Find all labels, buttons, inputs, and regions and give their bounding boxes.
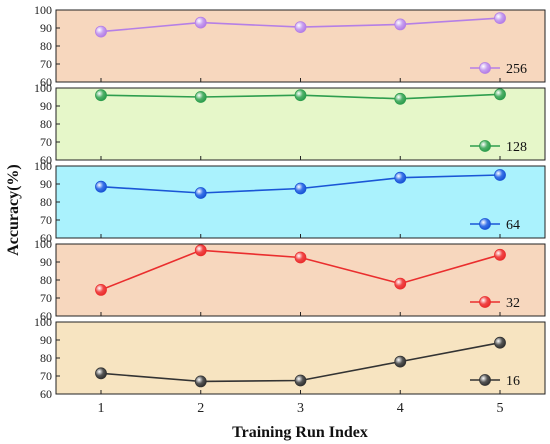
legend-128: 128 [470,140,527,155]
data-point-64 [494,169,506,181]
x-tick-label: 5 [497,401,504,416]
y-tick-label: 90 [40,21,52,35]
data-point-256 [394,18,407,31]
y-tick-label: 100 [34,3,52,17]
y-tick-label: 100 [34,81,52,95]
legend-32: 32 [470,296,520,311]
data-point-128 [194,91,207,103]
data-point-16 [394,355,407,368]
data-point-32 [194,244,207,257]
y-tick-label: 70 [40,369,52,383]
y-tick-label: 80 [40,117,52,131]
legend-label: 16 [506,374,520,389]
data-point-64 [95,180,107,193]
y-tick-label: 100 [34,237,52,251]
legend-16: 16 [470,374,520,389]
data-point-128 [95,89,107,102]
panel-32: 60 70 80 90 100 32 [34,237,546,323]
legend-marker [479,140,491,152]
y-tick-label: 70 [40,291,52,305]
legend-marker [479,374,491,386]
y-tick-label: 90 [40,177,52,191]
y-tick-label: 80 [40,39,52,53]
data-point-256 [95,25,107,38]
panel-background-256 [55,9,546,83]
data-point-128 [394,92,407,105]
y-tick-label: 70 [40,213,52,227]
legend-marker [479,296,491,308]
data-point-16 [494,336,506,349]
panels: 6070809010025660708090100128607080901006… [34,3,546,416]
data-point-16 [95,367,107,380]
y-tick-label: 90 [40,99,52,113]
y-tick-label: 100 [34,159,52,173]
data-point-32 [294,251,307,264]
legend-marker [479,218,491,230]
data-point-32 [394,277,407,290]
legend-label: 256 [506,62,527,77]
y-tick-label: 70 [40,57,52,71]
data-point-64 [294,182,307,195]
panel-16: 60 70 80 90 100 16 [34,315,546,401]
y-tick-label: 80 [40,273,52,287]
legend-64: 64 [470,218,520,233]
y-tick-label: 90 [40,255,52,269]
legend-label: 64 [506,218,520,233]
panel-background-64 [55,165,546,239]
x-tick-label: 3 [297,401,304,416]
y-tick-label: 90 [40,333,52,347]
x-tick-label: 2 [197,401,204,416]
legend-256: 256 [470,62,527,77]
y-tick-label: 60 [40,387,52,401]
x-tick-label: 1 [98,401,105,416]
y-tick-label: 60 [40,309,52,323]
y-tick-label: 60 [40,153,52,167]
legend-label: 128 [506,140,527,155]
y-tick-label: 60 [40,75,52,89]
panel-64: 60 70 80 90 100 64 [34,159,546,245]
y-tick-label: 80 [40,351,52,365]
data-point-256 [294,21,307,34]
data-point-32 [494,248,506,261]
data-point-64 [394,171,407,184]
data-point-256 [194,16,207,29]
panel-256: 60 70 80 90 100 256 [34,3,546,89]
legend-marker [479,62,491,74]
legend-label: 32 [506,296,520,311]
x-tick-label: 4 [397,401,404,416]
data-point-128 [294,89,307,102]
data-point-256 [494,12,506,25]
y-tick-label: 70 [40,135,52,149]
y-axis-title: Accuracy(%) [5,164,22,256]
data-point-64 [194,187,207,199]
data-point-16 [194,375,207,388]
data-point-32 [95,283,107,296]
panel-128: 60 70 80 90 100 128 [34,81,546,167]
y-tick-label: 100 [34,315,52,329]
x-tick-labels: 1 2 3 4 5 [98,401,504,416]
y-tick-label: 80 [40,195,52,209]
data-point-128 [494,88,506,101]
x-axis-title: Training Run Index [232,424,368,441]
y-tick-label: 60 [40,231,52,245]
data-point-16 [294,374,307,387]
